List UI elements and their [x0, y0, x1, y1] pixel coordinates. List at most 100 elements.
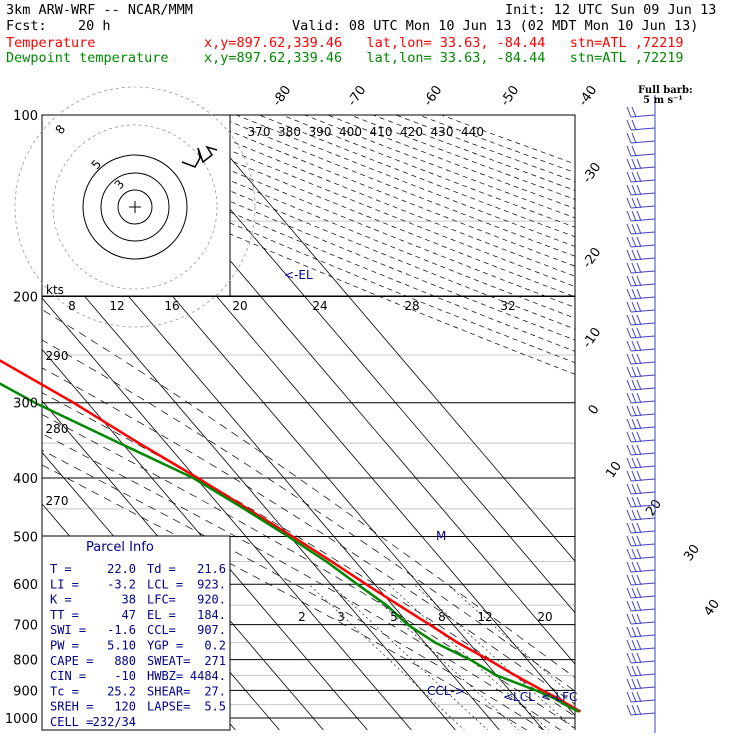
- parcel-value: 920.: [197, 593, 226, 607]
- wind-barb: [630, 400, 656, 404]
- wind-barb: [630, 491, 656, 495]
- wind-barb-flag: [631, 197, 637, 209]
- wind-barb-flag: [631, 132, 637, 144]
- wind-barb-flag: [636, 496, 642, 508]
- wind-barb-flag: [636, 548, 642, 560]
- parcel-key: Tc =: [50, 684, 79, 698]
- isotherm-label: 0: [586, 402, 603, 417]
- isotherm: [193, 115, 575, 562]
- wind-barb-flag: [626, 678, 632, 690]
- parcel-key: T =: [50, 562, 72, 576]
- wind-barb-flag: [636, 652, 642, 664]
- dry-adiabat: [167, 115, 575, 277]
- wind-barb-flag: [626, 613, 632, 625]
- parcel-value: 25.2: [107, 684, 136, 698]
- wind-barb-flag: [636, 470, 642, 482]
- wind-barb: [630, 699, 656, 703]
- parcel-value: 5.10: [107, 639, 136, 653]
- theta-label: 420: [400, 125, 423, 139]
- wind-barb: [630, 452, 656, 456]
- parcel-value: 4484.: [190, 669, 226, 683]
- wind-barb: [630, 413, 656, 417]
- wind-barb-flag: [626, 496, 632, 508]
- wind-barb-flag: [631, 600, 637, 612]
- parcel-key: K =: [50, 593, 72, 607]
- mixing-ratio-line: [446, 583, 575, 699]
- wind-barb-flag: [631, 639, 637, 651]
- wind-barb-flag: [636, 626, 642, 638]
- parcel-value: -3.2: [107, 577, 136, 591]
- pressure-label: 800: [13, 654, 38, 669]
- wind-barb-flag: [626, 470, 632, 482]
- wind-barb-flag: [631, 678, 637, 690]
- wind-barb-flag: [636, 223, 642, 235]
- wind-barb-flag: [626, 184, 632, 196]
- wind-barb-flag: [631, 340, 637, 352]
- wind-barb-flag: [626, 509, 632, 521]
- hodograph-trace: [181, 145, 218, 168]
- wind-barb-flag: [626, 665, 632, 677]
- wind-barb-flag: [626, 340, 632, 352]
- wind-barb: [630, 257, 656, 261]
- parcel-key: LI =: [50, 577, 79, 591]
- wind-barb-flag: [636, 301, 642, 313]
- pressure-label: 1000: [5, 712, 38, 727]
- wind-barb-flag: [631, 665, 637, 677]
- dry-adiabat: [350, 115, 575, 200]
- temperature-legend: Temperature: [6, 36, 95, 51]
- wind-barb: [630, 179, 656, 183]
- wind-barb-flag: [636, 405, 642, 417]
- temperature-axis-label: 32: [500, 299, 515, 313]
- hodograph-ring: [100, 172, 170, 242]
- hodograph-ring: [82, 154, 188, 260]
- theta-label: 370: [248, 125, 271, 139]
- wind-barb-flag: [626, 483, 632, 495]
- wind-barb-flag: [631, 262, 637, 274]
- wind-barb-flag: [626, 431, 632, 443]
- wind-barb-flag: [636, 483, 642, 495]
- wind-barb-flag: [636, 600, 642, 612]
- lcl-marker: <LCL: [503, 690, 535, 704]
- wind-barb-flag: [626, 366, 632, 378]
- wind-barb-flag: [631, 548, 637, 560]
- wind-barb-flag: [636, 158, 642, 170]
- parcel-value: 120: [114, 700, 136, 714]
- wind-barb-flag: [636, 379, 642, 391]
- isotherm-label: -50: [498, 83, 522, 109]
- mixing-ratio-label: 12: [477, 610, 492, 624]
- wind-barb-flag: [631, 288, 637, 300]
- isotherm-label: -40: [576, 83, 600, 109]
- wind-barb-flag: [631, 327, 637, 339]
- wind-barb-flag: [631, 314, 637, 326]
- isotherm-label: 30: [681, 542, 703, 564]
- wind-key-label: Full barb:: [638, 85, 693, 96]
- theta-label: 430: [431, 125, 454, 139]
- wind-barb: [630, 387, 656, 391]
- wind-barb-flag: [636, 691, 642, 703]
- pressure-label: 300: [13, 397, 38, 412]
- parcel-value: 232/34: [93, 715, 136, 729]
- pressure-label: 400: [13, 472, 38, 487]
- parcel-key: CCL=: [147, 623, 176, 637]
- wind-barb: [630, 361, 656, 365]
- wind-barb: [630, 283, 656, 287]
- parcel-value: 38: [122, 593, 136, 607]
- wind-barb-flag: [636, 392, 642, 404]
- wind-barb-flag: [626, 275, 632, 287]
- kts-label: kts: [46, 283, 64, 297]
- wind-barb-flag: [626, 132, 632, 144]
- parcel-key: SWI =: [50, 623, 86, 637]
- wind-barb: [630, 348, 656, 352]
- pressure-label: 900: [13, 684, 38, 699]
- wind-barb-flag: [631, 457, 637, 469]
- parcel-key: CELL =: [50, 715, 93, 729]
- dry-adiabat: [42, 150, 575, 375]
- parcel-key: PW =: [50, 639, 79, 653]
- wind-barb-flag: [636, 210, 642, 222]
- isotherm: [42, 400, 324, 730]
- wind-barb-flag: [636, 340, 642, 352]
- pressure-label: 700: [13, 619, 38, 634]
- wind-barb: [630, 426, 656, 430]
- wind-barb: [630, 166, 656, 170]
